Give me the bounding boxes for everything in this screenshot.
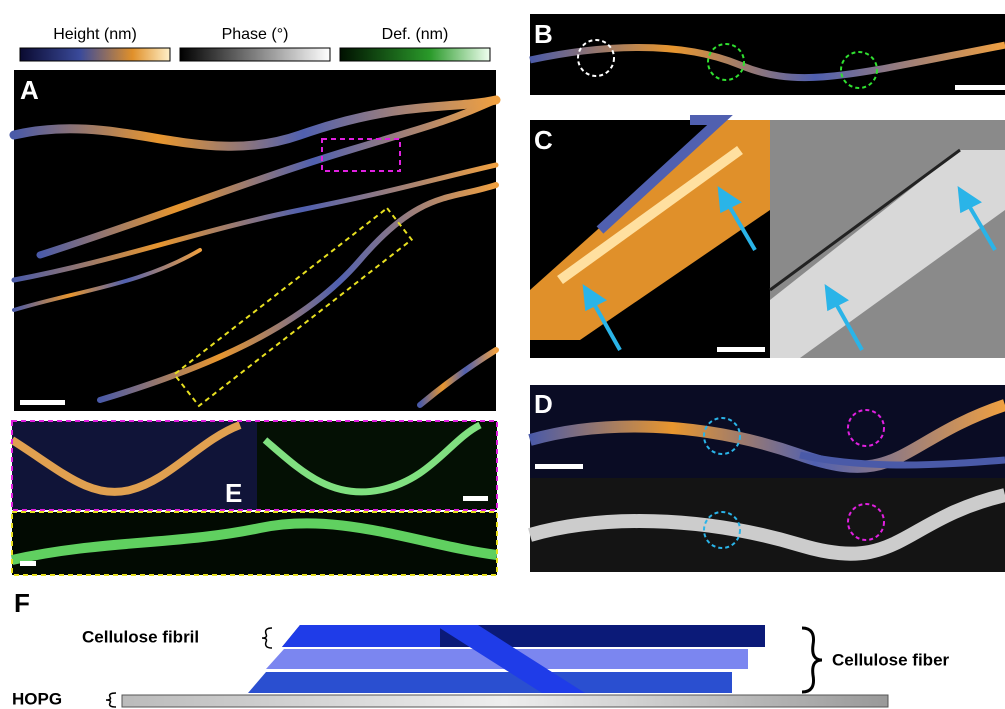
brace <box>262 628 272 648</box>
brace <box>802 628 822 692</box>
colorbar <box>20 48 170 61</box>
panel-label: E <box>225 478 242 508</box>
scale-bar <box>463 496 488 501</box>
panel-label: F <box>14 588 30 618</box>
colorbar <box>180 48 330 61</box>
colorbars: Height (nm) Phase (°) Def. (nm) <box>20 26 490 61</box>
figure: Height (nm) Phase (°) Def. (nm) A <box>0 0 1005 709</box>
afm-image <box>530 14 1005 95</box>
panel-label: C <box>534 125 553 155</box>
colorbar-label: Phase (°) <box>222 26 289 43</box>
scale-bar <box>955 85 1005 90</box>
scale-bar <box>717 347 765 352</box>
fibril-label: Cellulose fibril <box>82 627 199 646</box>
fibril-layer <box>248 672 732 693</box>
panel-a: A <box>14 70 496 411</box>
panel-label: D <box>534 389 553 419</box>
colorbar-label: Def. (nm) <box>382 26 449 43</box>
substrate <box>122 695 888 707</box>
scale-bar <box>20 561 36 566</box>
fiber-label: Cellulose fiber <box>832 650 950 669</box>
colorbar <box>340 48 490 61</box>
panel-label: A <box>20 75 39 105</box>
panel-d: D <box>530 385 1005 572</box>
substrate-label: HOPG <box>12 689 62 708</box>
panel-e: E <box>12 421 497 575</box>
fibril-layer <box>282 625 440 647</box>
panel-b: B <box>530 14 1005 95</box>
colorbar-label: Height (nm) <box>53 26 137 43</box>
scale-bar <box>535 464 583 469</box>
panel-label: B <box>534 19 553 49</box>
scale-bar <box>20 400 65 405</box>
panel-f: F Cellulose fibril Cellulose fiber HOPG <box>12 588 950 709</box>
panel-c: C <box>530 120 1005 358</box>
brace <box>106 693 116 707</box>
